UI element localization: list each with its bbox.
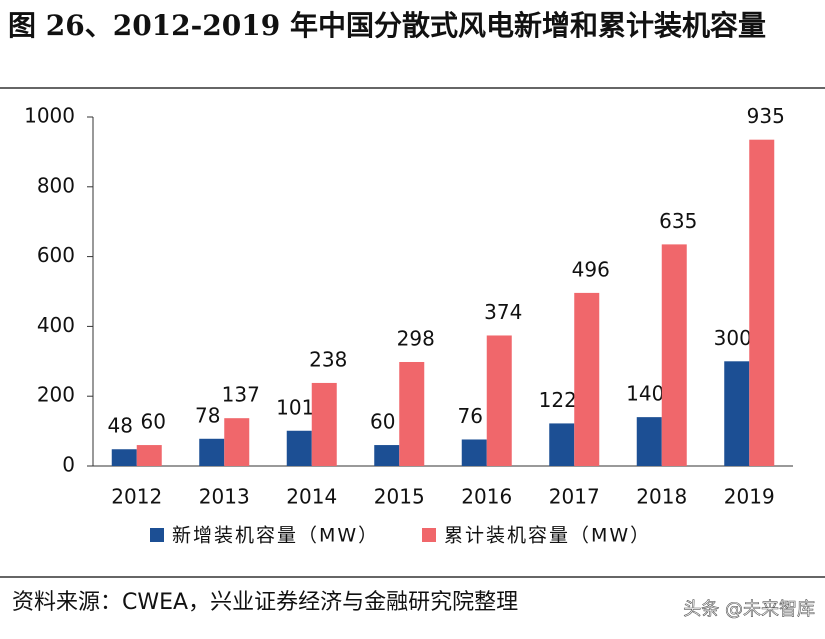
bar (724, 361, 750, 466)
value-label: 78 (195, 403, 220, 427)
legend-swatch (422, 528, 436, 542)
value-label: 140 (626, 382, 664, 406)
value-label: 101 (276, 395, 314, 419)
bar (574, 292, 600, 466)
bar (461, 439, 487, 466)
x-tick-label: 2012 (111, 485, 162, 509)
value-label: 635 (659, 209, 697, 233)
value-label: 60 (370, 410, 395, 434)
value-label: 300 (714, 326, 752, 350)
watermark: 头条 @未来智库 (683, 599, 815, 620)
value-label: 122 (539, 388, 577, 412)
bar (311, 382, 337, 466)
x-tick-label: 2019 (724, 485, 775, 509)
bar (374, 445, 400, 466)
bar (224, 418, 250, 466)
bar (486, 335, 512, 466)
y-tick-label: 0 (62, 453, 75, 477)
x-tick-label: 2014 (286, 485, 337, 509)
bar (199, 438, 225, 466)
chart-title: 图 26、2012-2019 年中国分散式风电新增和累计装机容量 (8, 9, 766, 42)
y-tick-label: 800 (37, 173, 75, 197)
value-label: 137 (222, 383, 260, 407)
value-label: 48 (108, 414, 133, 438)
bar (661, 244, 687, 466)
x-tick-label: 2013 (199, 485, 250, 509)
source: 资料来源：CWEA，兴业证券经济与金融研究院整理 (12, 590, 518, 615)
bar (286, 430, 312, 466)
y-tick-label: 1000 (24, 104, 75, 128)
value-label: 76 (458, 404, 483, 428)
legend-label: 累计装机容量（MW） (444, 525, 651, 547)
x-tick-label: 2017 (549, 485, 600, 509)
x-tick-label: 2015 (374, 485, 425, 509)
value-label: 496 (572, 257, 610, 281)
bar (136, 445, 162, 466)
value-label: 935 (747, 104, 785, 128)
x-tick-label: 2018 (636, 485, 687, 509)
value-label: 238 (309, 347, 347, 371)
value-label: 60 (141, 410, 166, 434)
x-tick-label: 2016 (461, 485, 512, 509)
legend-swatch (150, 528, 164, 542)
bar (749, 139, 775, 466)
y-tick-label: 200 (37, 383, 75, 407)
bar (636, 417, 662, 466)
y-tick-label: 600 (37, 243, 75, 267)
value-label: 374 (484, 300, 522, 324)
bar (549, 423, 575, 466)
bar (111, 449, 137, 466)
legend-label: 新增装机容量（MW） (172, 525, 379, 547)
value-label: 298 (397, 326, 435, 350)
bar (399, 361, 425, 466)
y-tick-label: 400 (37, 313, 75, 337)
